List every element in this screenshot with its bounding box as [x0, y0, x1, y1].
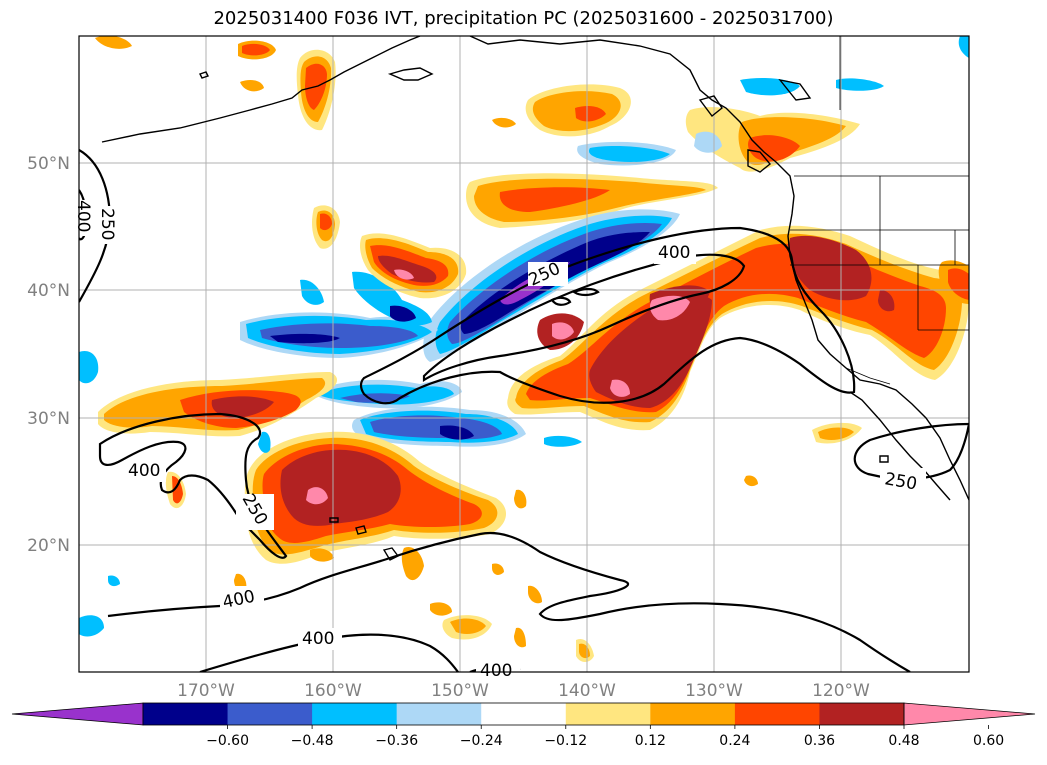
colorbar-tick-label: 0.12: [635, 733, 666, 749]
coastlines: [101, 36, 969, 561]
colorbar-tick-label: −0.36: [375, 733, 418, 749]
contour-label-1: 400: [73, 200, 93, 232]
colorbar-tick-label: −0.48: [291, 733, 334, 749]
colorbar-tick-label: 0.48: [888, 733, 919, 749]
colorbar-extend-high: [903, 702, 1036, 726]
contour-labels: 400 250 400 250 400 250 400 250 400 400: [70, 200, 926, 681]
colorbar-tick-label: −0.24: [460, 733, 503, 749]
colorbar-bin: [227, 703, 313, 725]
political-borders: [790, 36, 969, 385]
precip-blob-alaska: [95, 36, 336, 131]
lon-label-170w: 170°W: [177, 681, 235, 701]
lon-label-140w: 140°W: [558, 681, 616, 701]
contour-label-9: 400: [302, 629, 334, 649]
colorbar-tick-label: 0.36: [804, 733, 835, 749]
colorbar-bin: [565, 703, 651, 725]
lat-label-40n: 40°N: [27, 281, 70, 301]
precip-blob-north-band: [312, 173, 718, 249]
lat-label-30n: 30°N: [27, 409, 70, 429]
colorbar-tick-label: 0.60: [973, 733, 1004, 749]
colorbar-bin: [650, 703, 736, 725]
lon-label-160w: 160°W: [304, 681, 362, 701]
plot-frame: [78, 35, 970, 673]
colorbar-bin: [143, 703, 229, 725]
colorbar: −0.60 −0.48 −0.36 −0.24 −0.12 0.12 0.24 0.36 0.4…: [11, 702, 1036, 749]
longitude-labels: 170°W 160°W 150°W 140°W 130°W 120°W: [177, 681, 870, 701]
precip-blob-gulf: [492, 36, 969, 172]
colorbar-frame: [142, 702, 905, 726]
map-graticule: [79, 36, 969, 672]
lon-label-120w: 120°W: [812, 681, 870, 701]
contour-label-2: 250: [97, 208, 117, 240]
precip-blob-south: [108, 431, 594, 662]
colorbar-bin: [734, 703, 820, 725]
latitude-labels: 50°N 40°N 30°N 20°N: [27, 154, 70, 556]
shaded-field: [79, 36, 969, 672]
colorbar-bin: [396, 703, 482, 725]
precip-blob-42n: [360, 233, 467, 299]
colorbar-tick-label: 0.24: [719, 733, 750, 749]
colorbar-bin: [481, 703, 567, 725]
colorbar-bin: [312, 703, 398, 725]
colorbar-tick-label: −0.12: [544, 733, 587, 749]
colorbar-bin: [819, 703, 905, 725]
colorbar-tick-label: −0.60: [206, 733, 249, 749]
lon-label-150w: 150°W: [431, 681, 489, 701]
contour-label-5: 400: [128, 461, 160, 481]
contour-label-3: 400: [658, 243, 690, 263]
colorbar-extend-low: [11, 702, 144, 726]
contour-label-10: 400: [480, 661, 512, 681]
lat-label-50n: 50°N: [27, 154, 70, 174]
lat-label-20n: 20°N: [27, 536, 70, 556]
map-title: 2025031400 F036 IVT, precipitation PC (2…: [213, 8, 834, 29]
lon-label-130w: 130°W: [685, 681, 743, 701]
